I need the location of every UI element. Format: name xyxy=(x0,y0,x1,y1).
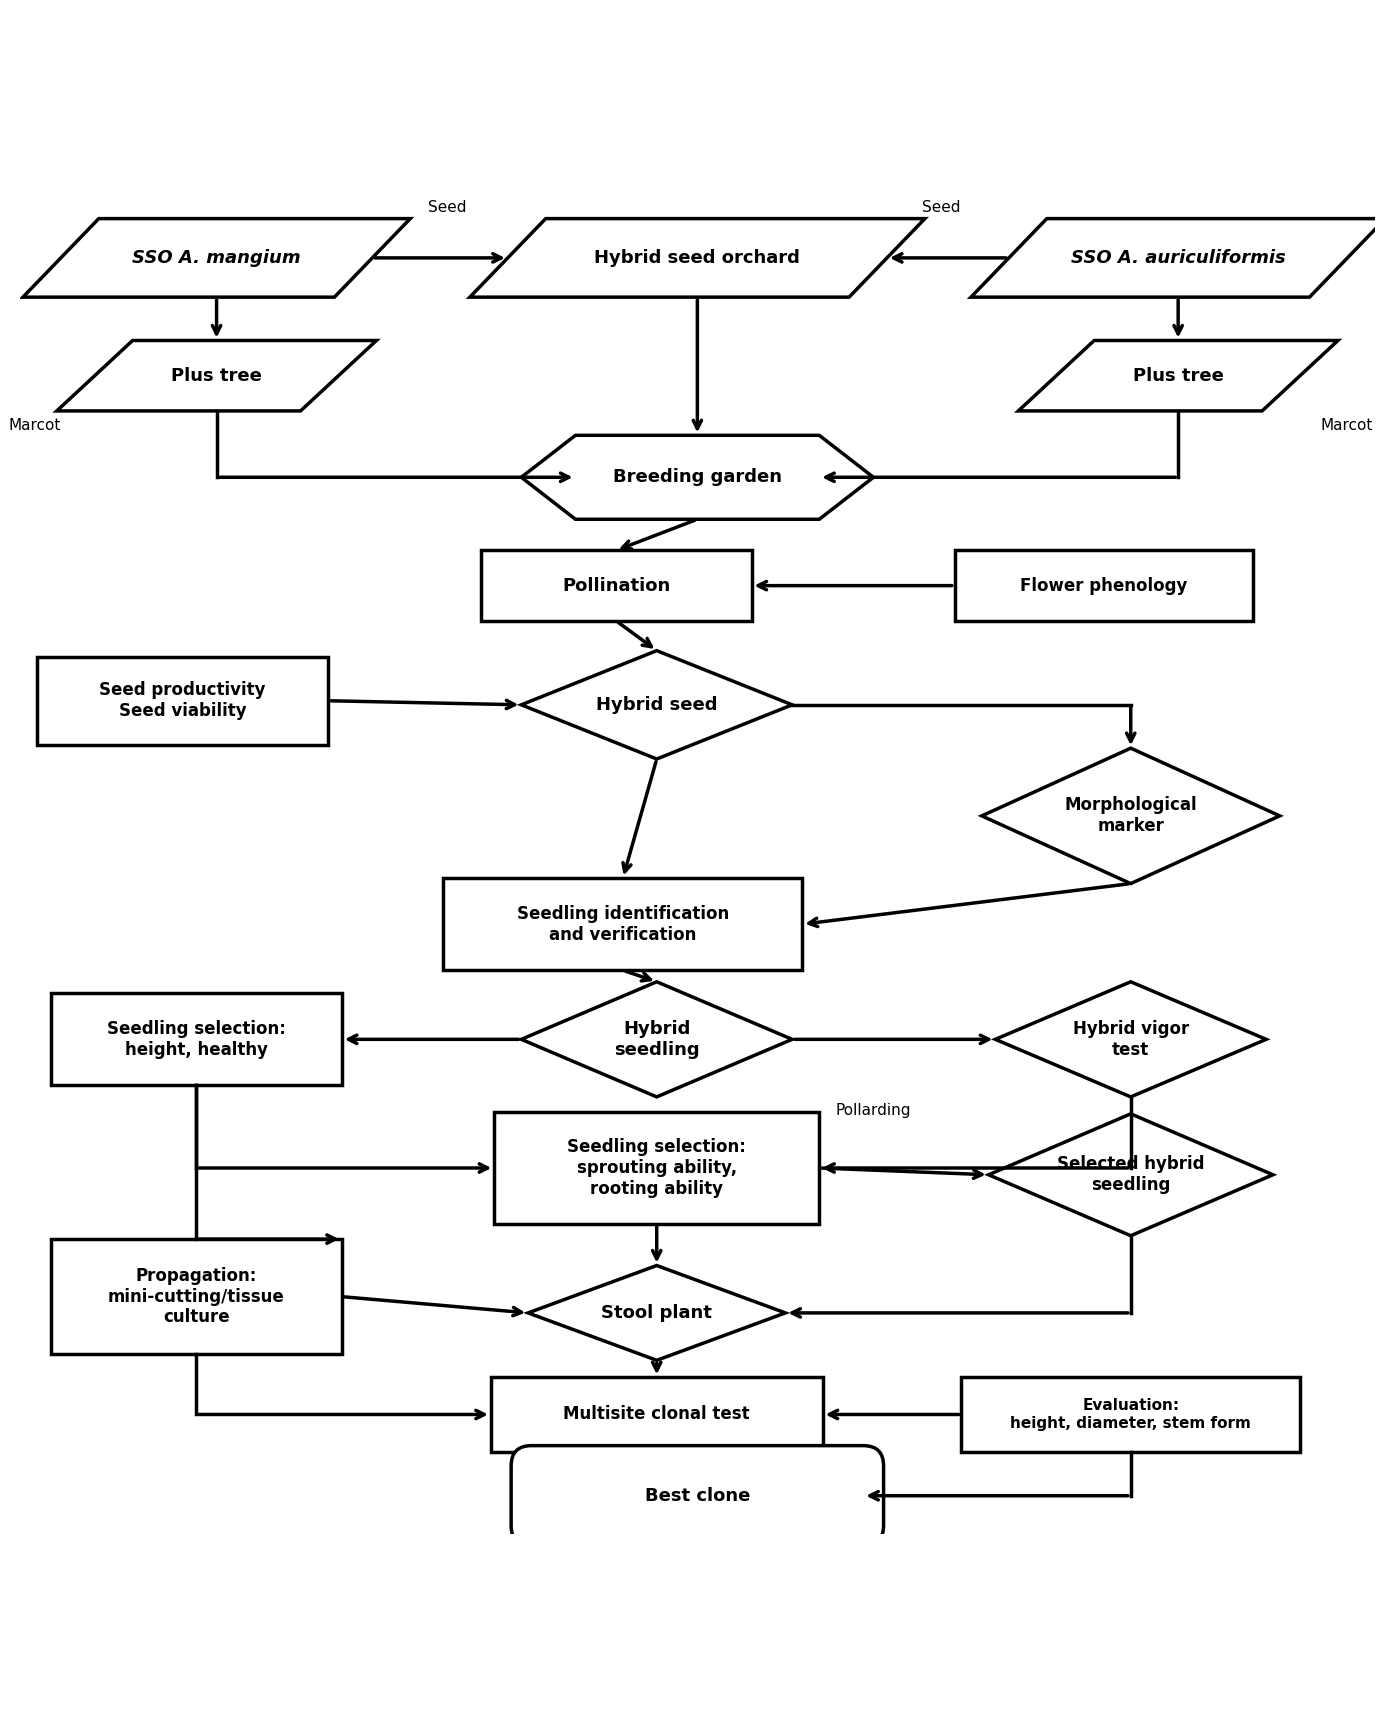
Polygon shape xyxy=(972,219,1384,296)
FancyBboxPatch shape xyxy=(443,879,803,970)
Polygon shape xyxy=(995,982,1266,1096)
Text: Flower phenology: Flower phenology xyxy=(1020,577,1187,594)
Polygon shape xyxy=(57,341,376,411)
Text: Hybrid
seedling: Hybrid seedling xyxy=(614,1019,699,1059)
Text: Seedling identification
and verification: Seedling identification and verification xyxy=(516,904,729,944)
FancyBboxPatch shape xyxy=(51,1238,342,1355)
Text: Seed: Seed xyxy=(428,199,466,214)
Polygon shape xyxy=(981,749,1280,884)
FancyBboxPatch shape xyxy=(962,1377,1300,1451)
Text: Marcot: Marcot xyxy=(8,418,61,433)
Polygon shape xyxy=(522,982,792,1096)
Text: Pollarding: Pollarding xyxy=(836,1103,911,1119)
Text: Hybrid seed: Hybrid seed xyxy=(597,695,717,714)
Polygon shape xyxy=(24,219,410,296)
Text: Morphological
marker: Morphological marker xyxy=(1064,797,1197,836)
Text: Evaluation:
height, diameter, stem form: Evaluation: height, diameter, stem form xyxy=(1010,1398,1251,1430)
Text: Hybrid vigor
test: Hybrid vigor test xyxy=(1073,1019,1189,1059)
Text: Stool plant: Stool plant xyxy=(601,1304,713,1322)
Polygon shape xyxy=(529,1266,785,1360)
Text: Multisite clonal test: Multisite clonal test xyxy=(563,1405,750,1424)
Text: Plus tree: Plus tree xyxy=(172,367,262,385)
Text: Plus tree: Plus tree xyxy=(1132,367,1223,385)
Text: Seedling selection:
sprouting ability,
rooting ability: Seedling selection: sprouting ability, r… xyxy=(567,1137,746,1197)
FancyBboxPatch shape xyxy=(955,550,1253,620)
Text: Seed: Seed xyxy=(922,199,960,214)
Polygon shape xyxy=(469,219,925,296)
Text: Seedling selection:
height, healthy: Seedling selection: height, healthy xyxy=(107,1019,285,1059)
FancyBboxPatch shape xyxy=(51,994,342,1086)
Text: Pollination: Pollination xyxy=(562,577,670,594)
FancyBboxPatch shape xyxy=(494,1112,819,1223)
FancyBboxPatch shape xyxy=(491,1377,822,1451)
Text: Marcot: Marcot xyxy=(1320,418,1373,433)
Text: SSO A. mangium: SSO A. mangium xyxy=(133,248,300,267)
Polygon shape xyxy=(988,1113,1273,1235)
Text: SSO A. auriculiformis: SSO A. auriculiformis xyxy=(1071,248,1286,267)
Polygon shape xyxy=(1019,341,1338,411)
Text: Seed productivity
Seed viability: Seed productivity Seed viability xyxy=(100,682,266,719)
FancyBboxPatch shape xyxy=(37,656,328,745)
FancyBboxPatch shape xyxy=(511,1446,883,1545)
FancyBboxPatch shape xyxy=(480,550,752,620)
Text: Breeding garden: Breeding garden xyxy=(613,468,782,486)
Polygon shape xyxy=(522,435,873,519)
Polygon shape xyxy=(522,651,792,759)
Text: Propagation:
mini-cutting/tissue
culture: Propagation: mini-cutting/tissue culture xyxy=(108,1268,285,1326)
Text: Selected hybrid
seedling: Selected hybrid seedling xyxy=(1057,1155,1204,1194)
Text: Hybrid seed orchard: Hybrid seed orchard xyxy=(594,248,800,267)
Text: Best clone: Best clone xyxy=(645,1487,750,1504)
